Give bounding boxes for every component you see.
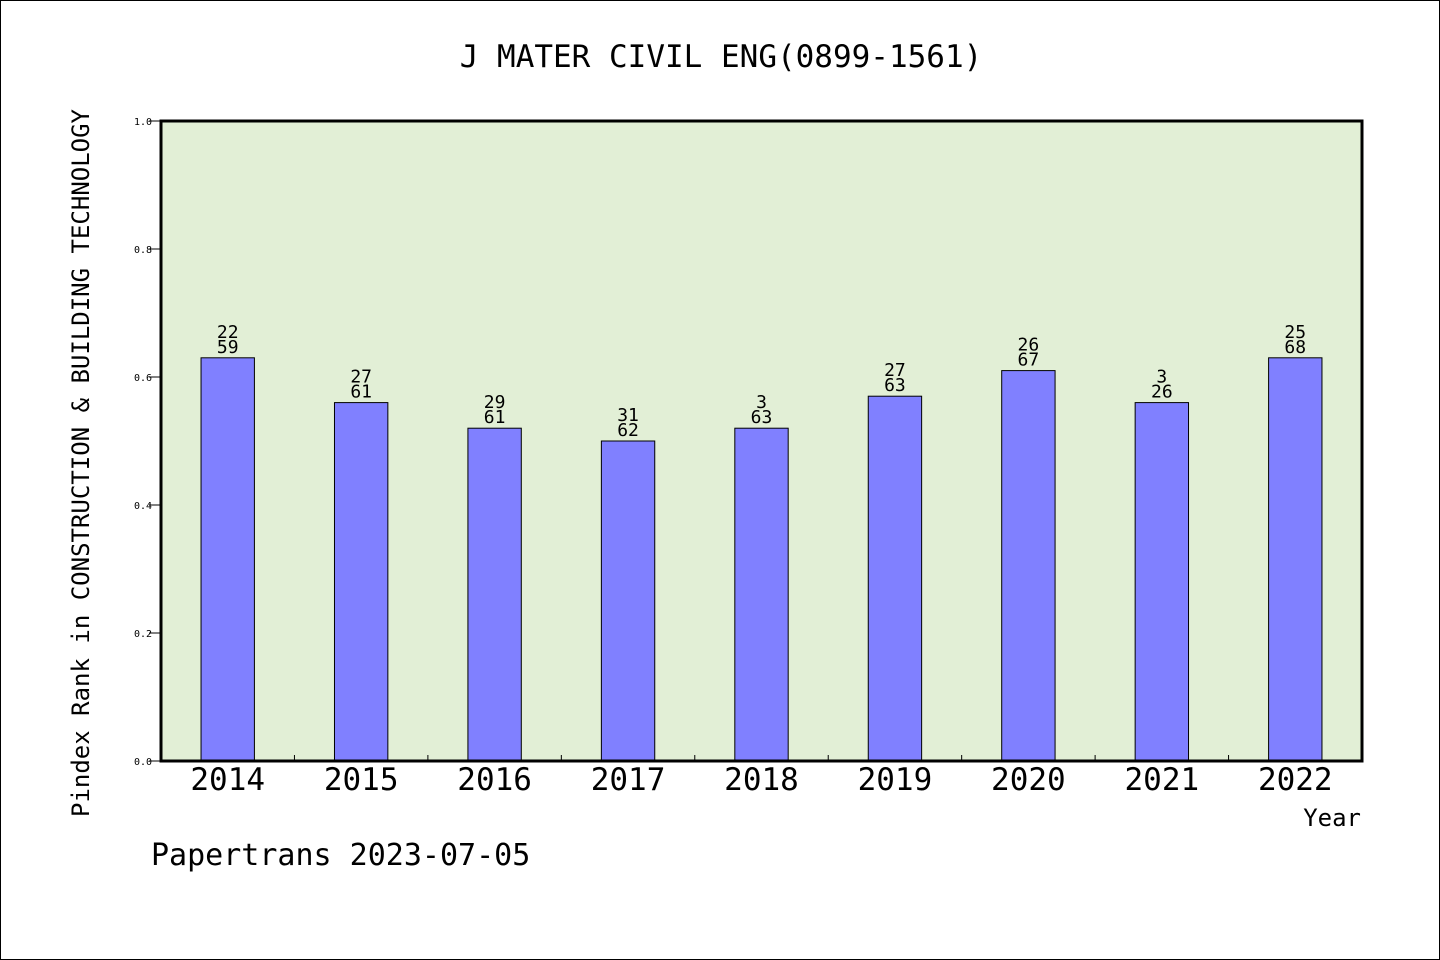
y-tick-label: 0.8 [134, 245, 152, 256]
chart-title: J MATER CIVIL ENG(0899-1561) [460, 39, 983, 75]
bar-label-bottom: 59 [217, 337, 239, 358]
y-tick-label: 0.2 [134, 629, 152, 640]
bar-label-bottom: 63 [751, 407, 773, 428]
x-tick-label: 2021 [1125, 762, 1200, 798]
y-axis: 0.0 0.2 0.4 0.6 0.8 1.0 [134, 117, 161, 768]
x-tick-label: 2020 [991, 762, 1066, 798]
bar-label-top: 29 [484, 392, 506, 413]
bar-label-top: 22 [217, 322, 239, 343]
x-tick-label: 2015 [324, 762, 399, 798]
bar-label-top: 26 [1018, 335, 1040, 356]
y-axis-label: Pindex Rank in CONSTRUCTION & BUILDING T… [67, 108, 95, 817]
bar-label-bottom: 26 [1151, 382, 1173, 403]
bar-2016 [467, 427, 522, 762]
bar-label-bottom: 62 [617, 420, 639, 441]
bar-2018 [734, 427, 789, 762]
x-tick-label: 2016 [457, 762, 532, 798]
bar-label-bottom: 61 [484, 407, 506, 428]
bar-label-bottom: 63 [884, 375, 906, 396]
y-tick-label: 0.6 [134, 373, 152, 384]
bar-2017 [600, 440, 656, 762]
bar-label-top: 31 [617, 405, 639, 426]
x-tick-label: 2018 [724, 762, 799, 798]
bar-2014 [200, 357, 255, 762]
x-axis: 2014 2015 2016 2017 2018 2019 2020 2021 2022 [190, 762, 1332, 798]
bar-2015 [333, 402, 389, 762]
bar-2022 [1268, 357, 1323, 762]
x-tick-label: 2017 [591, 762, 666, 798]
bar-label-top: 25 [1284, 322, 1306, 343]
y-tick-label: 0.0 [134, 757, 152, 768]
bar-label-top: 3 [756, 392, 767, 413]
x-tick-label: 2019 [858, 762, 933, 798]
y-tick-label: 0.4 [134, 501, 152, 512]
y-tick-label: 1.0 [134, 117, 152, 128]
bar-label-top: 3 [1156, 367, 1167, 388]
watermark-text: Papertrans 2023-07-05 [151, 838, 530, 873]
plot-frame [159, 119, 1364, 763]
x-axis-label: Year [1303, 804, 1361, 832]
bar-label-top: 27 [884, 360, 906, 381]
bar-label-bottom: 61 [350, 382, 372, 403]
bar-label-top: 27 [350, 367, 372, 388]
bar-2020 [1001, 370, 1056, 762]
bar-series [200, 357, 1323, 762]
x-tick-label: 2022 [1258, 762, 1333, 798]
bar-2019 [867, 395, 923, 762]
bar-label-bottom: 68 [1284, 337, 1306, 358]
x-tick-label: 2014 [190, 762, 265, 798]
bar-label-bottom: 67 [1018, 350, 1040, 371]
bar-2021 [1134, 402, 1190, 762]
